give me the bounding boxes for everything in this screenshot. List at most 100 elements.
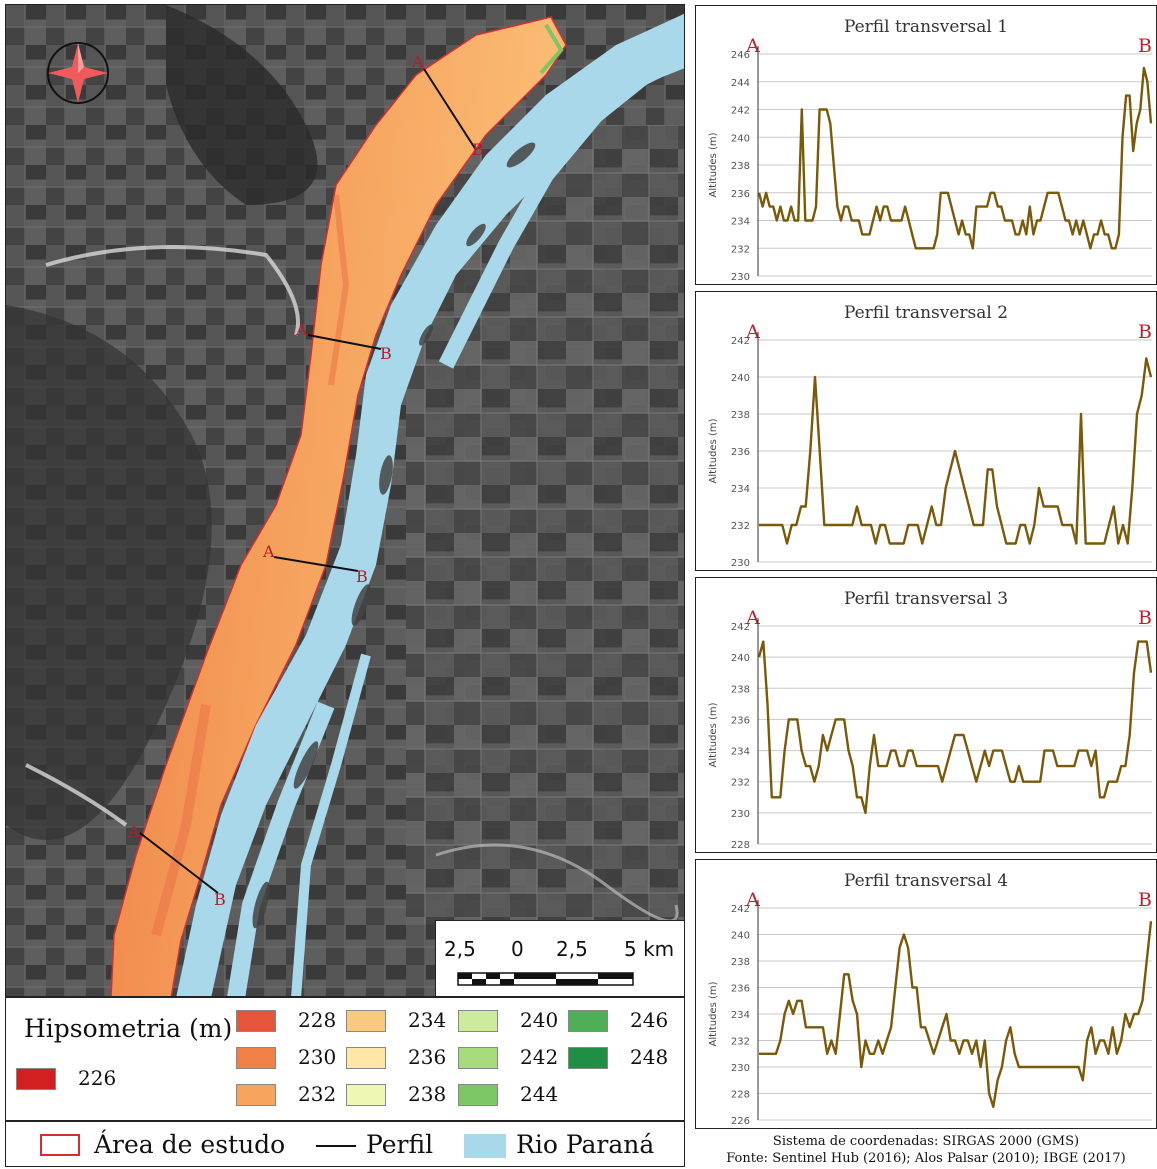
legend-swatch-228 [236,1010,276,1032]
profile-3-ylabel: Altitudes (m) [708,702,719,767]
study-area-hypsometry [110,16,567,996]
study-area-swatch [40,1134,80,1156]
profile-chart-2: Perfil transversal 2 A B 230 232 234 236 238 240… [695,291,1157,571]
ytick-label: 234 [731,1010,750,1021]
legend-label-244: 244 [520,1082,559,1106]
legend-label-234: 234 [408,1008,447,1032]
profile-4-ylabel: Altitudes (m) [708,981,719,1046]
profile-label: Perfil [366,1130,434,1159]
legend-swatch-244 [458,1084,498,1106]
ytick-label: 226 [731,1116,750,1127]
legend-title: Hipsometria (m) [24,1014,233,1043]
ytick-label: 234 [731,747,750,758]
ytick-label: 236 [731,715,750,726]
scale-bar: 2,5 0 2,5 5 km [435,920,684,996]
ytick-label: 244 [731,78,750,89]
profile-4-svg: Perfil transversal 4 A B 226 228 230 232 234 236… [708,871,1153,1127]
satellite-map: A B A B A B A B [6,5,684,996]
profile-chart-4: Perfil transversal 4 A B 226 228 230 232 234 236… [695,859,1157,1129]
profile-4-end-label: B [1138,889,1152,911]
ytick-label: 228 [731,840,750,851]
scale-bar-graphic [457,972,634,986]
profile-2-start-label: A [745,321,760,343]
coordinate-system-text: Sistema de coordenadas: SIRGAS 2000 (GMS… [772,1134,1080,1149]
ytick-label: 234 [731,484,750,495]
profile-3-svg: Perfil transversal 3 A B 228 230 232 234 236 238… [708,589,1153,851]
legend-label-240: 240 [520,1008,559,1032]
profile4-a-label: A [127,822,140,841]
legend-swatch-230 [236,1047,276,1069]
compass-rose-icon [47,42,109,104]
profile-1-line [757,66,1153,250]
profile-2-line [759,357,1153,545]
ytick-label: 240 [731,373,750,384]
ytick-label: 238 [731,957,750,968]
legend-label-248: 248 [630,1045,669,1069]
rio-parana [176,13,684,996]
legend-label-236: 236 [408,1045,447,1069]
profile3-a-label: A [262,542,275,561]
profile-1-svg: Perfil transversal 1 A B 230 232 234 236 238 240… [708,17,1153,283]
legend-swatch-232 [236,1084,276,1106]
map-panel: A B A B A B A B 2,5 0 2,5 5 km [5,4,685,997]
ytick-label: 240 [731,133,750,144]
scale-label-1: 0 [511,937,524,961]
profile1-b-label: B [472,140,484,159]
ytick-label: 230 [731,1063,750,1074]
ytick-label: 236 [731,984,750,995]
legend-swatch-248 [568,1047,608,1069]
profile-4-line [759,921,1153,1109]
legend-swatch-236 [346,1047,386,1069]
legend-swatch-246 [568,1010,608,1032]
river-swatch [464,1134,506,1158]
profile-2-svg: Perfil transversal 2 A B 230 232 234 236 238 240… [708,303,1153,569]
profile-line-swatch [316,1145,356,1147]
profile1-a-label: A [411,52,424,71]
ytick-label: 232 [731,778,750,789]
feature-legend: Área de estudo Perfil Rio Paraná [5,1121,685,1167]
profile-3-start-label: A [745,607,760,629]
ytick-label: 232 [731,1037,750,1048]
ytick-label: 230 [731,558,750,569]
legend-swatch-234 [346,1010,386,1032]
profile-1-start-label: A [745,35,760,57]
profile2-b-label: B [380,344,392,363]
ytick-label: 230 [731,272,750,283]
legend-swatch-240 [458,1010,498,1032]
ytick-label: 228 [731,1090,750,1101]
profile4-b-label: B [214,890,226,909]
ytick-label: 238 [731,161,750,172]
legend-label-230: 230 [298,1045,337,1069]
study-area-label: Área de estudo [94,1130,286,1159]
legend-swatch-242 [458,1047,498,1069]
ytick-label: 238 [731,684,750,695]
scale-label-3: 5 km [624,937,675,961]
profile-2-ylabel: Altitudes (m) [708,418,719,483]
legend-label-242: 242 [520,1045,559,1069]
profile3-b-label: B [356,567,368,586]
ytick-label: 230 [731,809,750,820]
profile-3-end-label: B [1138,607,1152,629]
source-text: Fonte: Sentinel Hub (2016); Alos Palsar … [726,1151,1126,1166]
legend-label-226: 226 [78,1066,117,1090]
river-label: Rio Paraná [516,1130,655,1159]
profile-4-start-label: A [745,889,760,911]
ytick-label: 242 [731,106,750,117]
map-credits: Sistema de coordenadas: SIRGAS 2000 (GMS… [695,1133,1157,1167]
ytick-label: 242 [731,622,750,633]
ytick-label: 240 [731,653,750,664]
hypsometry-legend: Hipsometria (m) 226 228 230 232 234 236 238 240… [5,997,685,1121]
profile-1-end-label: B [1138,35,1152,57]
legend-label-232: 232 [298,1082,337,1106]
scale-label-0: 2,5 [444,937,476,961]
profile-2-end-label: B [1138,321,1152,343]
profile-chart-1: Perfil transversal 1 A B 230 232 234 236 238 240… [695,5,1157,285]
profile-1-ylabel: Altitudes (m) [708,132,719,197]
ytick-label: 232 [731,521,750,532]
ytick-label: 232 [731,244,750,255]
ytick-label: 242 [731,904,750,915]
ytick-label: 240 [731,931,750,942]
legend-swatch-226 [16,1068,56,1090]
ytick-label: 234 [731,217,750,228]
ytick-label: 236 [731,189,750,200]
